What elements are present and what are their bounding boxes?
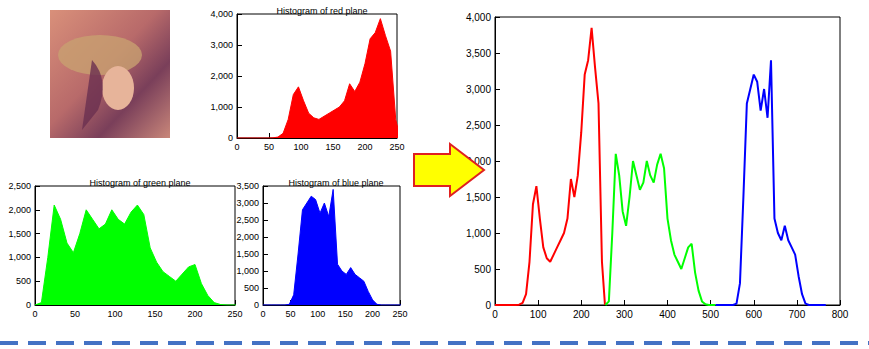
svg-text:4,000: 4,000 [466,12,491,23]
svg-text:3,000: 3,000 [466,84,491,95]
svg-text:600: 600 [745,309,762,320]
svg-text:700: 700 [789,309,806,320]
svg-text:3,500: 3,500 [466,48,491,59]
svg-text:500: 500 [474,264,491,275]
svg-text:2,000: 2,000 [210,71,233,81]
svg-text:400: 400 [659,309,676,320]
svg-text:0: 0 [254,300,259,310]
svg-text:1,000: 1,000 [8,252,31,262]
svg-text:200: 200 [357,142,372,152]
svg-text:500: 500 [702,309,719,320]
svg-text:2,500: 2,500 [8,181,31,191]
svg-text:100: 100 [310,309,325,319]
svg-text:500: 500 [244,283,259,293]
svg-text:250: 250 [389,142,404,152]
svg-text:50: 50 [70,309,80,319]
svg-text:Histogram of red plane: Histogram of red plane [276,6,367,16]
svg-text:3,000: 3,000 [236,198,259,208]
svg-text:100: 100 [107,309,122,319]
svg-text:200: 200 [187,309,202,319]
svg-text:2,500: 2,500 [236,215,259,225]
svg-text:Histogram of blue plane: Histogram of blue plane [288,178,383,188]
svg-text:300: 300 [616,309,633,320]
svg-text:50: 50 [264,142,274,152]
svg-text:1,000: 1,000 [466,228,491,239]
svg-text:2,000: 2,000 [236,232,259,242]
svg-text:1,000: 1,000 [236,266,259,276]
svg-text:250: 250 [227,309,242,319]
svg-text:0: 0 [485,300,491,311]
svg-text:150: 150 [338,309,353,319]
svg-text:500: 500 [16,276,31,286]
svg-text:0: 0 [26,300,31,310]
svg-text:800: 800 [832,309,849,320]
svg-text:2,000: 2,000 [8,205,31,215]
svg-text:150: 150 [147,309,162,319]
svg-text:0: 0 [32,309,37,319]
svg-text:4,000: 4,000 [210,9,233,19]
svg-text:1,500: 1,500 [466,192,491,203]
svg-text:200: 200 [573,309,590,320]
svg-text:3,000: 3,000 [210,40,233,50]
svg-text:0: 0 [228,133,233,143]
svg-text:Histogram of green plane: Histogram of green plane [89,178,190,188]
svg-text:100: 100 [530,309,547,320]
svg-text:100: 100 [293,142,308,152]
svg-text:1,500: 1,500 [8,229,31,239]
svg-text:2,000: 2,000 [466,156,491,167]
svg-text:1,000: 1,000 [210,102,233,112]
svg-text:2,500: 2,500 [466,120,491,131]
svg-text:150: 150 [325,142,340,152]
svg-text:0: 0 [260,309,265,319]
svg-text:1,500: 1,500 [236,249,259,259]
svg-text:0: 0 [492,309,498,320]
svg-text:200: 200 [365,309,380,319]
svg-text:50: 50 [285,309,295,319]
svg-text:250: 250 [392,309,407,319]
svg-text:0: 0 [234,142,239,152]
svg-text:3,500: 3,500 [236,181,259,191]
